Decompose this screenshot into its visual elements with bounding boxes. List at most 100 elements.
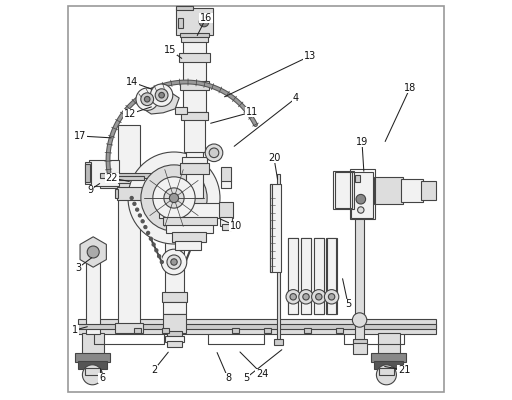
Text: 17: 17 — [74, 131, 86, 141]
Bar — [82, 333, 104, 354]
Circle shape — [199, 17, 209, 27]
Bar — [183, 88, 206, 112]
Circle shape — [169, 194, 179, 202]
Circle shape — [205, 144, 223, 162]
Bar — [222, 224, 231, 230]
Circle shape — [133, 202, 136, 206]
Text: 6: 6 — [99, 373, 105, 383]
Bar — [313, 238, 324, 314]
Circle shape — [144, 96, 150, 102]
Bar — [401, 179, 423, 202]
Bar — [314, 238, 324, 314]
Circle shape — [357, 207, 364, 213]
Text: 12: 12 — [124, 109, 136, 119]
Circle shape — [138, 214, 141, 217]
Text: 11: 11 — [246, 107, 258, 117]
Bar — [165, 197, 184, 333]
Circle shape — [150, 237, 153, 240]
Circle shape — [136, 208, 139, 211]
Bar — [288, 238, 298, 314]
Text: 5: 5 — [243, 373, 249, 383]
Bar — [378, 333, 400, 354]
Polygon shape — [80, 237, 106, 267]
Bar — [379, 368, 394, 375]
Text: 22: 22 — [106, 173, 118, 183]
Circle shape — [82, 365, 102, 385]
Bar — [270, 184, 281, 272]
Bar — [85, 162, 91, 184]
Circle shape — [151, 84, 173, 106]
Bar — [175, 241, 201, 250]
Circle shape — [136, 88, 158, 110]
Bar — [355, 214, 364, 342]
Text: 13: 13 — [304, 51, 316, 61]
Bar — [180, 81, 209, 90]
Bar — [277, 174, 280, 342]
Bar — [163, 314, 185, 333]
Bar — [118, 176, 146, 183]
Circle shape — [128, 152, 220, 244]
Bar — [219, 202, 233, 218]
Bar — [165, 336, 184, 342]
Text: 18: 18 — [404, 83, 416, 93]
Bar — [180, 163, 209, 174]
Circle shape — [159, 92, 164, 98]
Circle shape — [164, 188, 184, 208]
Bar — [183, 60, 206, 82]
Bar — [167, 331, 182, 338]
Circle shape — [158, 254, 161, 258]
Bar — [117, 187, 142, 200]
Bar — [353, 343, 367, 354]
Circle shape — [325, 290, 339, 304]
Circle shape — [161, 249, 187, 275]
Bar — [232, 328, 239, 333]
Bar — [162, 328, 169, 333]
Bar — [301, 238, 311, 314]
Bar — [176, 8, 213, 35]
Circle shape — [153, 177, 195, 219]
Circle shape — [303, 294, 309, 300]
Circle shape — [352, 313, 367, 327]
Bar — [78, 319, 436, 334]
Bar — [86, 250, 100, 334]
Bar — [118, 176, 144, 180]
Bar — [162, 292, 187, 302]
Bar — [180, 33, 209, 37]
Circle shape — [130, 196, 133, 200]
Text: 21: 21 — [398, 365, 410, 375]
Bar — [78, 361, 107, 369]
Bar — [374, 177, 403, 204]
Bar — [327, 238, 337, 314]
Bar — [75, 353, 111, 362]
Text: 1: 1 — [72, 325, 78, 335]
Bar — [270, 184, 272, 272]
Bar — [304, 328, 311, 333]
Bar — [181, 35, 208, 42]
Bar — [78, 324, 436, 329]
Bar — [336, 328, 343, 333]
Bar — [264, 328, 271, 333]
Circle shape — [160, 260, 163, 264]
Bar — [85, 164, 90, 182]
Bar — [184, 118, 205, 152]
Bar — [163, 302, 185, 314]
Text: 14: 14 — [126, 77, 138, 87]
Bar — [353, 339, 367, 345]
Circle shape — [141, 165, 207, 231]
Text: 5: 5 — [345, 299, 351, 309]
Circle shape — [141, 93, 154, 106]
Bar — [355, 175, 360, 182]
Text: 24: 24 — [256, 369, 268, 379]
Bar — [85, 368, 100, 375]
Bar — [179, 53, 209, 62]
Bar — [118, 125, 140, 333]
Text: 10: 10 — [230, 221, 242, 231]
Bar — [115, 323, 143, 333]
Bar — [371, 353, 407, 362]
Bar — [175, 107, 187, 114]
Bar — [134, 328, 141, 333]
Bar — [176, 6, 193, 10]
Bar — [166, 224, 213, 233]
Circle shape — [299, 290, 313, 304]
Circle shape — [141, 220, 144, 223]
